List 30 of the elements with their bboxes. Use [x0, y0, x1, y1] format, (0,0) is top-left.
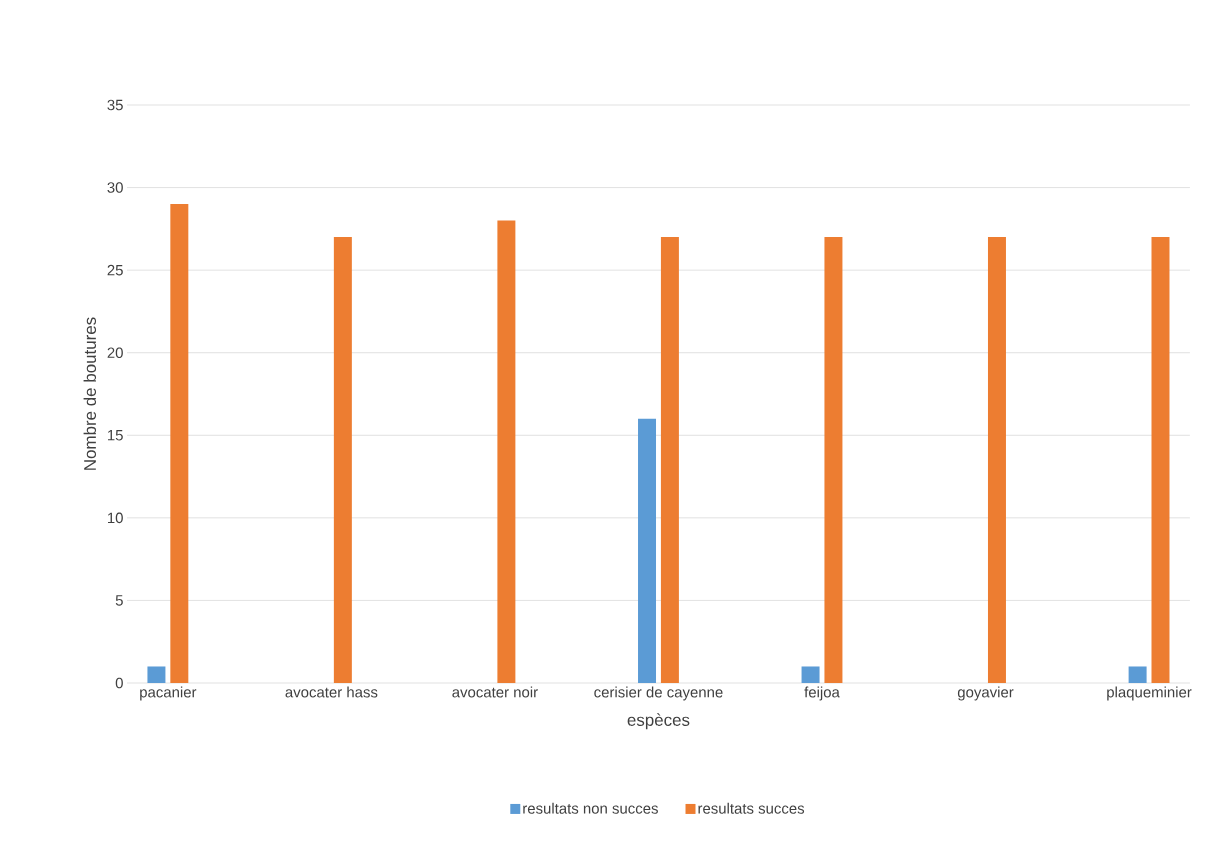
- y-tick-label: 10: [108, 512, 123, 524]
- bar: [170, 204, 189, 683]
- bar: [824, 237, 843, 683]
- x-tick-label: avocater hass: [285, 686, 378, 698]
- bar: [1151, 237, 1170, 683]
- x-tick-label: feijoa: [804, 686, 840, 701]
- x-tick-label: goyavier: [957, 686, 1014, 701]
- y-tick-label: 20: [107, 347, 123, 358]
- bar: [638, 418, 657, 683]
- bar: [660, 237, 679, 683]
- y-tick-label: 15: [108, 430, 123, 441]
- y-tick-label: 35: [107, 99, 123, 111]
- legend-label: resultats non succes: [523, 802, 658, 814]
- bar: [1128, 666, 1147, 683]
- y-tick-label: 25: [107, 264, 123, 276]
- x-tick-label: avocater noir: [452, 686, 538, 698]
- bar: [333, 237, 352, 683]
- bar: [497, 220, 516, 683]
- bar: [987, 237, 1006, 683]
- x-tick-label: pacanier: [140, 686, 197, 701]
- x-axis-title: espèces: [627, 713, 690, 730]
- y-tick-label: 0: [115, 677, 123, 689]
- y-axis-title: Nombre de boutures: [83, 317, 97, 470]
- x-tick-label: plaqueminier: [1107, 686, 1192, 701]
- y-tick-label: 30: [107, 182, 123, 193]
- bar: [801, 666, 820, 683]
- legend-label: resultats succes: [698, 802, 805, 814]
- x-tick-label: cerisier de cayenne: [594, 686, 723, 701]
- y-tick-label: 5: [115, 595, 123, 606]
- bar: [147, 666, 166, 683]
